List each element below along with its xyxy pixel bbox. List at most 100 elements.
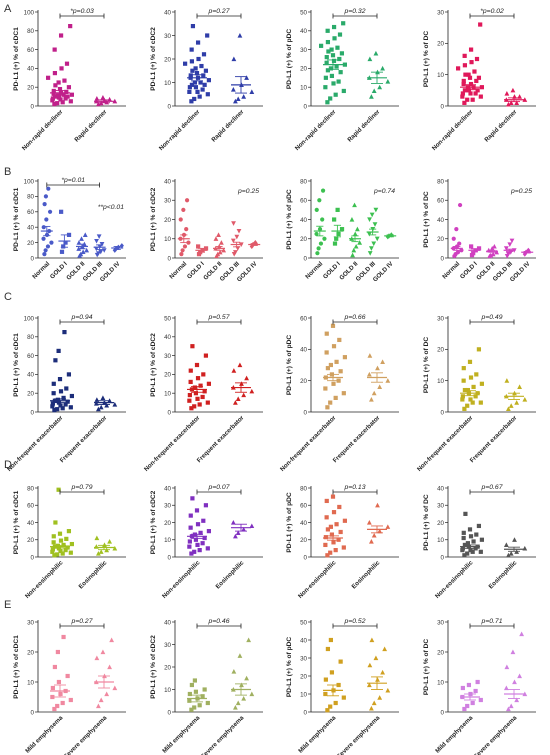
data-point — [514, 697, 520, 703]
category-label: Mild emphysema — [24, 714, 65, 755]
data-point — [241, 94, 247, 99]
y-tick-label: 10 — [437, 378, 444, 385]
data-point — [509, 238, 515, 244]
data-point — [216, 232, 221, 237]
data-point — [202, 389, 207, 394]
y-tick-label: 10 — [27, 679, 34, 686]
category-label: GOLD IV — [372, 260, 396, 284]
data-point — [192, 385, 197, 390]
y-tick-label: 10 — [164, 687, 171, 694]
data-point — [466, 88, 472, 93]
data-point — [119, 243, 124, 249]
data-point — [193, 66, 198, 71]
data-point — [94, 535, 100, 541]
data-point — [68, 24, 73, 29]
y-tick-label: 40 — [27, 372, 34, 379]
data-point — [44, 217, 49, 222]
data-point — [366, 231, 372, 237]
data-point — [331, 81, 336, 86]
y-axis-label: PD-L1 (+) % of cDC1 — [13, 27, 20, 91]
panel-D-3: 0 20 40 60 80 PD-L1 (+) % of pDC Non-eosinophi… — [286, 484, 399, 600]
y-tick-label: 30 — [437, 619, 444, 626]
panel-letter-D: D — [4, 459, 12, 471]
category-label: Eosinophilic — [214, 559, 245, 590]
data-point — [50, 694, 55, 700]
data-point — [314, 207, 319, 212]
data-point — [337, 32, 343, 37]
data-point — [241, 392, 247, 398]
data-point — [66, 232, 72, 237]
y-tick-label: 60 — [27, 47, 34, 54]
y-tick-label: 0 — [441, 554, 445, 561]
data-point — [41, 236, 46, 241]
data-point — [60, 406, 65, 411]
data-point — [104, 402, 110, 408]
data-point — [468, 81, 474, 87]
data-point — [328, 400, 333, 405]
data-point — [42, 202, 47, 207]
data-point — [476, 75, 482, 80]
data-point — [469, 244, 474, 249]
y-tick-label: 60 — [437, 198, 444, 205]
data-point — [375, 502, 380, 508]
data-point — [205, 546, 210, 551]
data-point — [203, 68, 209, 73]
data-point — [51, 540, 56, 545]
data-point — [76, 240, 82, 245]
data-point — [339, 51, 345, 56]
data-point — [192, 678, 197, 683]
data-point — [503, 542, 509, 548]
data-point — [65, 545, 70, 550]
data-point — [371, 532, 377, 538]
data-point — [58, 403, 63, 408]
data-point — [465, 387, 470, 393]
data-point — [180, 248, 185, 253]
y-tick-label: 0 — [304, 709, 308, 716]
panel-C-1: 0 20 40 60 80 100 PD-L1 (+) % of cDC1 Non-frequ… — [6, 314, 126, 473]
data-point — [510, 87, 516, 93]
data-point — [334, 236, 339, 241]
data-point — [328, 66, 333, 71]
data-point — [465, 403, 470, 408]
data-point — [96, 551, 101, 556]
y-tick-label: 0 — [31, 409, 35, 416]
category-label: Normal — [304, 260, 324, 280]
data-point — [57, 531, 63, 536]
data-point — [334, 522, 339, 527]
data-point — [195, 376, 201, 381]
data-point — [478, 697, 483, 703]
data-point — [510, 649, 516, 655]
data-point — [188, 525, 193, 530]
data-point — [200, 694, 205, 699]
data-point — [189, 707, 194, 712]
data-point — [522, 97, 528, 102]
data-point — [93, 401, 99, 406]
data-point — [325, 405, 330, 410]
data-point — [195, 542, 200, 548]
data-point — [352, 202, 357, 208]
p-value-label-secondary: **p<0.01 — [98, 204, 124, 211]
data-point — [517, 384, 522, 390]
y-tick-label: 10 — [437, 679, 444, 686]
data-point — [349, 217, 355, 222]
data-point — [64, 89, 69, 94]
data-point — [200, 541, 205, 546]
data-point — [52, 102, 57, 107]
panel-letter-A: A — [4, 3, 12, 15]
data-point — [41, 225, 46, 230]
data-point — [462, 100, 467, 105]
category-label: Severe emphysema — [473, 714, 519, 755]
data-point — [461, 535, 466, 541]
data-point — [337, 504, 342, 510]
category-label: Rapid decliner — [346, 108, 382, 144]
data-point — [189, 551, 194, 556]
data-point — [333, 92, 338, 97]
y-tick-label: 0 — [441, 103, 445, 110]
data-point — [94, 397, 100, 402]
y-tick-label: 60 — [300, 315, 307, 322]
category-label: Eosinophilic — [77, 559, 108, 590]
data-point — [46, 75, 51, 80]
data-point — [201, 518, 206, 523]
p-value-label: p=0.27 — [71, 618, 93, 625]
